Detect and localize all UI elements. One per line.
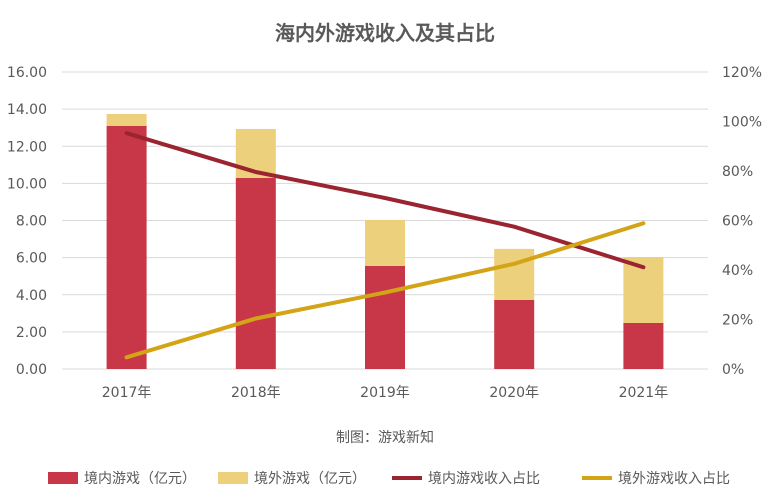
legend-swatch <box>48 472 78 484</box>
bars <box>106 113 664 369</box>
bar-overseas <box>365 219 405 266</box>
left-tick-label: 12.00 <box>7 139 47 155</box>
x-tick-label: 2020年 <box>489 385 539 401</box>
right-tick-label: 40% <box>722 263 753 279</box>
right-tick-label: 100% <box>722 115 762 131</box>
legend-label: 境内游戏收入占比 <box>428 471 540 487</box>
bar-domestic <box>623 322 664 369</box>
left-tick-label: 10.00 <box>7 176 47 192</box>
legend: 境内游戏（亿元） 境外游戏（亿元） 境内游戏收入占比 境外游戏收入占比 <box>48 471 730 487</box>
x-tick-label: 2021年 <box>619 385 669 401</box>
bar-domestic <box>494 299 535 369</box>
left-tick-label: 8.00 <box>16 214 47 230</box>
source-note: 制图：游戏新知 <box>336 429 434 446</box>
left-tick-label: 6.00 <box>16 251 47 267</box>
bar-overseas <box>494 248 535 300</box>
lines <box>124 131 646 360</box>
right-tick-label: 0% <box>722 362 744 378</box>
right-tick-label: 20% <box>722 313 753 329</box>
left-tick-label: 0.00 <box>16 362 47 378</box>
bar-domestic <box>365 265 405 369</box>
left-tick-label: 16.00 <box>7 65 47 81</box>
right-tick-label: 120% <box>722 65 762 81</box>
x-tick-label: 2019年 <box>360 385 410 401</box>
chart-title: 海内外游戏收入及其占比 <box>275 21 495 45</box>
bar-domestic <box>106 125 147 369</box>
right-axis-ticks: 0% 20% 40% 60% 80% 100% 120% <box>722 65 762 378</box>
bar-overseas <box>106 113 147 126</box>
legend-swatch <box>218 472 248 484</box>
left-tick-label: 2.00 <box>16 325 47 341</box>
line-domestic-share <box>124 131 646 270</box>
right-tick-label: 80% <box>722 164 753 180</box>
left-tick-label: 4.00 <box>16 288 47 304</box>
line-overseas-share <box>124 221 646 360</box>
x-tick-label: 2017年 <box>102 385 152 401</box>
x-axis-ticks: 2017年 2018年 2019年 2020年 2021年 <box>102 385 668 401</box>
legend-label: 境外游戏（亿元） <box>254 471 366 487</box>
left-axis-ticks: 0.00 2.00 4.00 6.00 8.00 10.00 12.00 14.00 16.00 <box>7 65 47 378</box>
right-tick-label: 60% <box>722 214 753 230</box>
legend-label: 境内游戏（亿元） <box>84 471 196 487</box>
left-tick-label: 14.00 <box>7 102 47 118</box>
bar-domestic <box>235 177 276 369</box>
legend-label: 境外游戏收入占比 <box>618 471 730 487</box>
x-tick-label: 2018年 <box>231 385 281 401</box>
